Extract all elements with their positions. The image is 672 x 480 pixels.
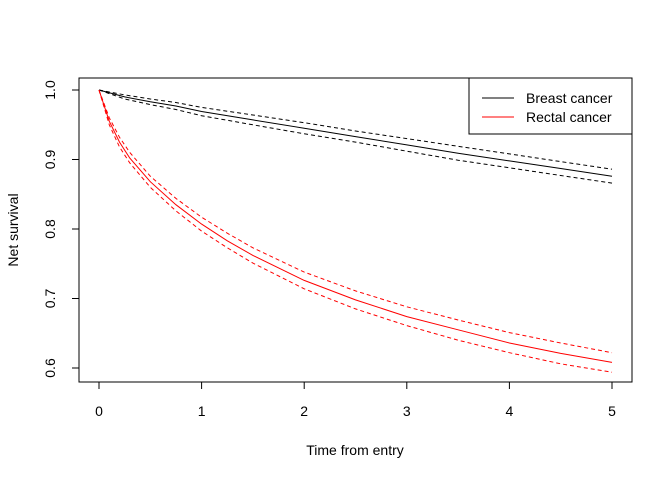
legend-label-breast: Breast cancer (526, 90, 613, 106)
y-tick-label: 0.7 (42, 289, 58, 309)
y-tick-label: 0.8 (42, 219, 58, 239)
breast-cancer-upper-ci-line (98, 89, 613, 170)
x-tick-label: 3 (403, 403, 411, 419)
breast-cancer-estimate-line (98, 89, 613, 177)
x-tick-label: 4 (506, 403, 514, 419)
x-tick-label: 5 (608, 403, 616, 419)
series-layer (98, 89, 613, 373)
y-tick-label: 1.0 (42, 80, 58, 100)
y-axis-label: Net survival (5, 193, 21, 266)
series-rectal-cancer (98, 89, 613, 373)
rectal-cancer-estimate-line (98, 89, 613, 363)
rectal-cancer-lower-ci-line (98, 89, 613, 373)
x-tick-label: 2 (300, 403, 308, 419)
rectal-cancer-upper-ci-line (98, 89, 613, 354)
y-tick-label: 0.9 (42, 150, 58, 170)
y-axis: 0.6 0.7 0.8 0.9 1.0 (42, 80, 80, 378)
legend: Breast cancer Rectal cancer (468, 77, 633, 135)
legend-box (468, 77, 633, 135)
series-breast-cancer (98, 89, 613, 184)
x-tick-label: 0 (95, 403, 103, 419)
breast-cancer-lower-ci-line (98, 89, 613, 184)
x-axis-label: Time from entry (306, 442, 404, 458)
x-axis: 0 1 2 3 4 5 (95, 381, 616, 419)
y-tick-label: 0.6 (42, 358, 58, 378)
x-tick-label: 1 (198, 403, 206, 419)
legend-label-rectal: Rectal cancer (526, 109, 612, 125)
